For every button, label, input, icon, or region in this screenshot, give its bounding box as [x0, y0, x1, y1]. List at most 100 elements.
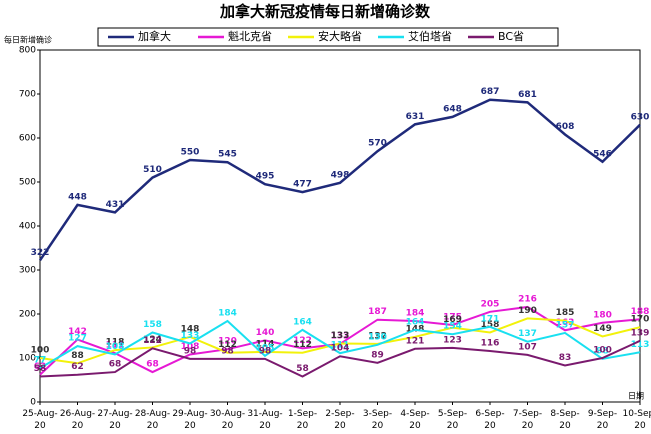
data-label: 111 — [106, 341, 125, 351]
data-label: 98 — [221, 346, 234, 356]
x-tick-label: 10-Sep-20 — [622, 409, 651, 431]
x-tick-label: 31-Aug-20 — [247, 409, 283, 431]
data-label: 157 — [556, 320, 575, 330]
legend-label: 安大略省 — [318, 29, 362, 43]
y-tick-label: 300 — [19, 266, 36, 276]
x-tick-label: 8-Sep-20 — [550, 409, 580, 431]
x-tick-label: 5-Sep-20 — [437, 409, 468, 431]
data-label: 108 — [181, 342, 200, 352]
data-label: 550 — [181, 148, 200, 158]
data-label: 107 — [518, 342, 537, 352]
data-label: 104 — [331, 344, 350, 354]
y-tick-label: 800 — [19, 46, 36, 56]
x-tick-label: 1-Sep-20 — [287, 409, 318, 431]
data-label: 687 — [481, 87, 500, 97]
chart-title: 加拿大新冠疫情每日新增确诊数 — [219, 3, 431, 21]
data-label: 163 — [556, 318, 575, 328]
data-label: 113 — [631, 340, 650, 350]
x-tick-label: 25-Aug-20 — [22, 409, 58, 431]
x-tick-label: 3-Sep-20 — [362, 409, 393, 431]
legend — [97, 27, 559, 47]
data-label: 98 — [259, 346, 272, 356]
x-tick-label: 9-Sep-20 — [587, 409, 618, 431]
data-label: 648 — [443, 104, 462, 114]
data-label: 608 — [556, 122, 575, 132]
legend-label: 魁北克省 — [228, 29, 272, 43]
data-label: 448 — [68, 192, 87, 202]
y-tick-label: 500 — [19, 178, 36, 188]
data-label: 112 — [293, 340, 312, 350]
data-label: 132 — [331, 331, 350, 341]
y-tick-label: 700 — [19, 90, 36, 100]
data-label: 83 — [559, 353, 572, 363]
series-line — [39, 339, 641, 378]
data-label: 100 — [31, 346, 50, 356]
data-label: 477 — [293, 180, 312, 190]
data-label: 164 — [406, 317, 425, 327]
data-label: 120 — [218, 337, 237, 347]
legend-label: 艾伯塔省 — [408, 29, 452, 43]
x-tick-label: 4-Sep-20 — [400, 409, 430, 431]
data-label: 122 — [293, 336, 312, 346]
series-line — [39, 319, 641, 369]
data-label: 89 — [371, 350, 384, 360]
x-axis-label: 日期 — [628, 392, 644, 401]
data-label: 171 — [481, 314, 500, 324]
data-label: 498 — [331, 170, 350, 180]
data-label: 681 — [518, 90, 537, 100]
data-label: 118 — [106, 338, 125, 348]
x-tick-label: 29-Aug-20 — [172, 409, 208, 431]
data-label: 184 — [406, 309, 425, 319]
data-label: 127 — [68, 334, 87, 344]
data-label: 148 — [181, 324, 200, 334]
data-label: 98 — [596, 346, 609, 356]
data-label: 184 — [218, 309, 237, 319]
y-tick-label: 400 — [19, 222, 36, 232]
x-tick-label: 2-Sep-20 — [325, 409, 355, 431]
data-label: 322 — [31, 248, 50, 258]
series-line — [38, 98, 641, 262]
x-tick-label: 27-Aug-20 — [97, 409, 133, 431]
data-label: 111 — [331, 341, 350, 351]
data-label: 169 — [443, 315, 462, 325]
data-label: 121 — [406, 336, 425, 346]
x-tick-label: 26-Aug-20 — [59, 409, 96, 431]
data-label: 137 — [518, 329, 537, 339]
data-label: 154 — [443, 322, 462, 332]
data-label: 205 — [481, 299, 500, 309]
data-label: 105 — [256, 343, 275, 353]
data-label: 124 — [143, 335, 162, 345]
data-label: 132 — [368, 331, 387, 341]
data-label: 149 — [593, 324, 612, 334]
data-label: 185 — [556, 308, 575, 318]
data-label: 431 — [106, 200, 125, 210]
data-label: 58 — [34, 364, 47, 374]
data-label: 546 — [593, 149, 612, 159]
data-label: 139 — [631, 328, 650, 338]
data-label: 58 — [296, 364, 309, 374]
data-label: 158 — [143, 320, 162, 330]
data-label: 140 — [256, 328, 275, 338]
legend-label: 加拿大 — [138, 29, 171, 43]
data-label: 123 — [443, 335, 462, 345]
data-label: 114 — [256, 339, 275, 349]
data-label: 495 — [256, 172, 275, 182]
data-label: 68 — [146, 360, 159, 370]
data-label: 188 — [631, 307, 650, 317]
data-label: 631 — [406, 112, 425, 122]
y-tick-label: 200 — [19, 310, 36, 320]
data-label: 510 — [143, 165, 162, 175]
data-label: 130 — [368, 332, 387, 342]
data-label: 100 — [593, 346, 612, 356]
data-label: 545 — [218, 150, 237, 160]
data-label: 62 — [71, 362, 84, 372]
y-tick-label: 600 — [19, 134, 36, 144]
data-label: 187 — [368, 307, 387, 317]
data-label: 98 — [184, 346, 197, 356]
data-label: 122 — [143, 336, 162, 346]
data-label: 133 — [181, 331, 200, 341]
data-label: 116 — [481, 338, 500, 348]
data-label: 630 — [631, 112, 650, 122]
